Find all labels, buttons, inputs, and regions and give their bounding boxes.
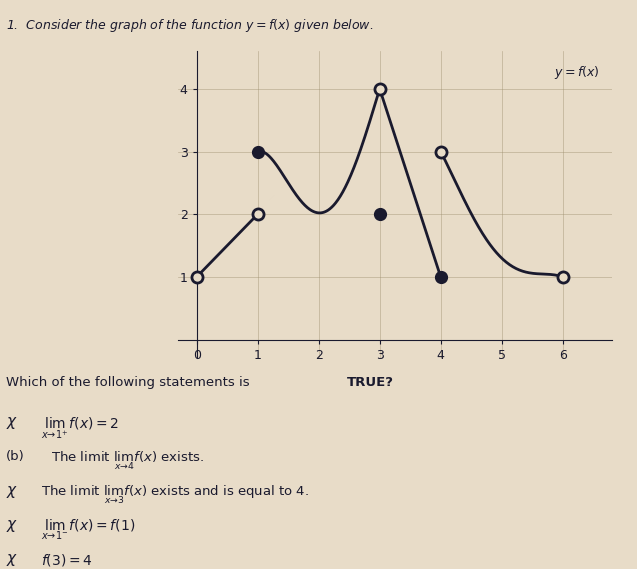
Text: $y = f(x)$: $y = f(x)$ [554,64,599,81]
Text: $f(3) = 4$: $f(3) = 4$ [41,552,93,568]
Text: Which of the following statements is: Which of the following statements is [6,376,254,389]
Text: 1.  Consider the graph of the function $y = f(x)$ given below.: 1. Consider the graph of the function $y… [6,17,374,34]
Text: $\lim_{x \to 1^+} f(x) = 2$: $\lim_{x \to 1^+} f(x) = 2$ [41,415,120,442]
Text: $\chi$: $\chi$ [6,484,18,500]
Text: $\chi$: $\chi$ [6,518,18,534]
Text: TRUE?: TRUE? [347,376,394,389]
Text: $\chi$: $\chi$ [6,415,18,431]
Text: $\chi$: $\chi$ [6,552,18,568]
Text: The limit $\lim_{x \to 4} f(x)$ exists.: The limit $\lim_{x \to 4} f(x)$ exists. [51,450,204,472]
Text: The limit $\lim_{x \to 3} f(x)$ exists and is equal to 4.: The limit $\lim_{x \to 3} f(x)$ exists a… [41,484,310,506]
Text: $\lim_{x \to 1^-} f(x) = f(1)$: $\lim_{x \to 1^-} f(x) = f(1)$ [41,518,136,542]
Text: (b): (b) [6,450,25,463]
